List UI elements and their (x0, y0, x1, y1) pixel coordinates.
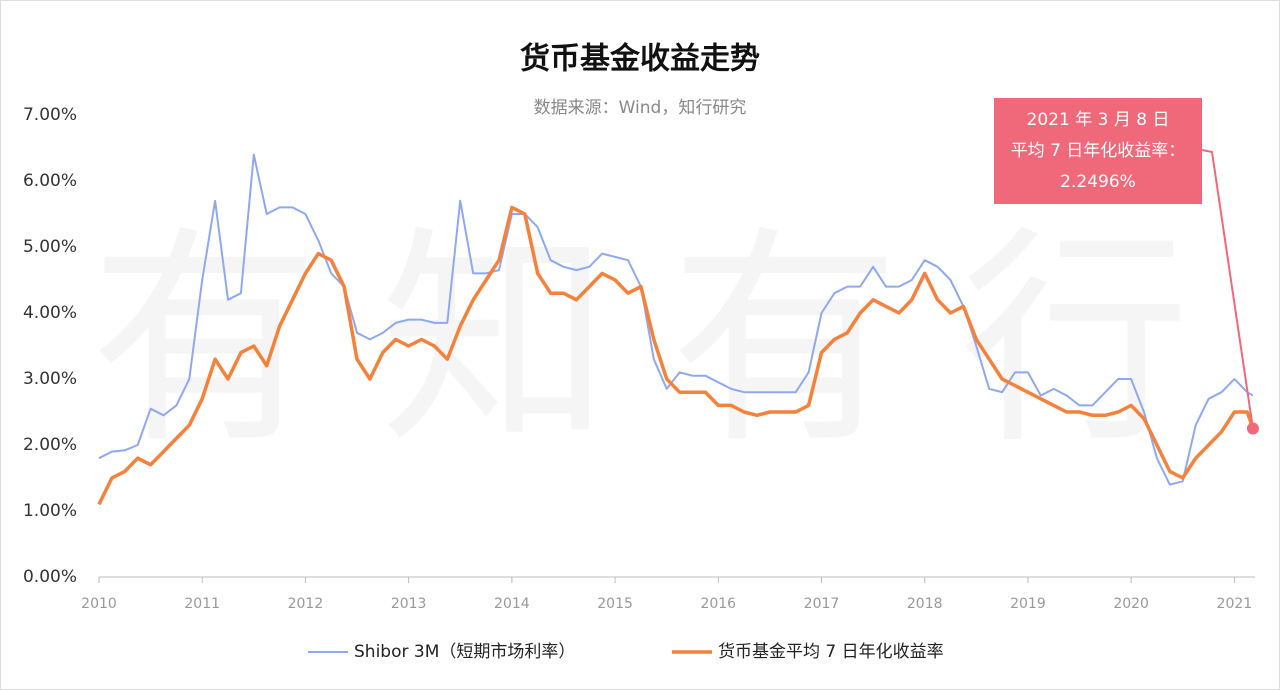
end-point (1246, 422, 1259, 435)
y-tick-label: 5.00% (23, 237, 77, 257)
series-line (98, 153, 1254, 486)
annotation-text: 平均 7 日年化收益率： (1011, 141, 1186, 161)
x-tick-label: 2016 (700, 596, 736, 612)
x-tick-label: 2017 (804, 596, 840, 612)
annotation-arrow (1201, 149, 1254, 429)
legend-label: Shibor 3M（短期市场利率） (354, 642, 575, 662)
annotation-text: 2.2496% (1060, 172, 1136, 192)
x-tick-label: 2010 (81, 596, 117, 612)
legend-label: 货币基金平均 7 日年化收益率 (718, 642, 944, 662)
x-tick-label: 2018 (907, 596, 943, 612)
annotation-box (994, 98, 1202, 204)
x-tick-label: 2021 (1217, 596, 1253, 612)
annotation-text: 2021 年 3 月 8 日 (1027, 110, 1170, 130)
chart-subtitle: 数据来源：Wind，知行研究 (534, 98, 747, 118)
x-tick-label: 2013 (391, 596, 427, 612)
x-tick-label: 2012 (288, 596, 324, 612)
x-tick-label: 2015 (597, 596, 633, 612)
series-line (97, 205, 1255, 506)
y-tick-label: 4.00% (23, 303, 77, 323)
y-tick-label: 3.00% (23, 369, 77, 389)
x-tick-label: 2011 (184, 596, 220, 612)
y-tick-label: 1.00% (23, 501, 77, 521)
y-tick-label: 0.00% (23, 567, 77, 587)
x-tick-label: 2020 (1113, 596, 1149, 612)
chart-title: 货币基金收益走势 (520, 42, 760, 77)
x-tick-label: 2014 (494, 596, 530, 612)
y-tick-label: 2.00% (23, 435, 77, 455)
y-tick-label: 7.00% (23, 105, 77, 125)
y-tick-label: 6.00% (23, 171, 77, 191)
x-tick-label: 2019 (1010, 596, 1046, 612)
